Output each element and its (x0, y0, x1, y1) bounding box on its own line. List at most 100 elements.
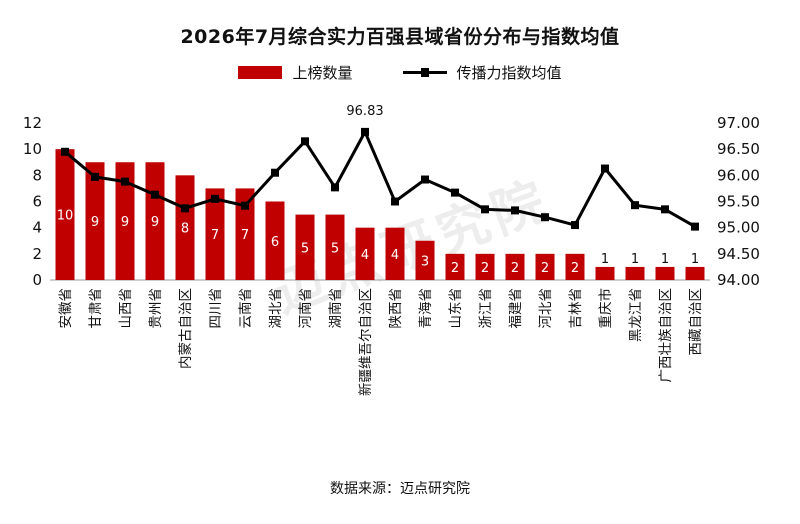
bar-value-label: 1 (661, 252, 669, 267)
x-tick-label: 西藏自治区 (688, 288, 704, 356)
chart-title: 2026年7月综合实力百强县域省份分布与指数均值 (180, 26, 620, 48)
bar-value-label: 5 (301, 241, 309, 256)
line-point (181, 204, 189, 213)
bar (205, 188, 225, 280)
bar-value-label: 2 (481, 261, 489, 276)
x-tick-label: 甘肃省 (88, 288, 104, 329)
x-tick-label: 云南省 (238, 288, 254, 329)
legend-line-swatch (402, 66, 447, 79)
bar (595, 266, 615, 280)
bar-value-label: 3 (421, 254, 429, 269)
y-right-tick-label: 95.50 (717, 193, 760, 211)
bar-value-label: 2 (541, 261, 549, 276)
line-point (91, 172, 99, 181)
bar (325, 214, 345, 280)
x-tick-label: 浙江省 (478, 288, 494, 329)
bar-value-label: 5 (331, 241, 339, 256)
y-right-tick-label: 96.50 (717, 140, 760, 158)
line-point (481, 205, 489, 214)
x-tick-label: 河南省 (298, 288, 314, 329)
x-tick-label: 山西省 (118, 288, 134, 329)
y-left-tick-label: 2 (32, 245, 42, 263)
line-point (451, 188, 459, 197)
bar-value-label: 1 (691, 252, 699, 267)
line-point (391, 197, 399, 206)
x-tick-label: 贵州省 (148, 288, 164, 329)
source-note: 数据来源：迈点研究院 (330, 481, 470, 497)
bar-value-label: 6 (271, 235, 279, 250)
y-left-tick-label: 6 (32, 193, 42, 211)
bar-value-label: 7 (211, 228, 219, 243)
x-tick-label: 吉林省 (568, 288, 584, 329)
y-right-tick-label: 94.00 (717, 271, 760, 289)
bar (265, 201, 285, 280)
y-left-tick-label: 12 (23, 114, 42, 132)
bar-value-label: 2 (451, 261, 459, 276)
x-tick-label: 内蒙古自治区 (178, 288, 194, 369)
bar-value-label: 4 (361, 248, 369, 263)
line-point (271, 168, 279, 177)
line-series (64, 130, 696, 228)
bar (235, 188, 255, 280)
bar (55, 149, 75, 280)
max-annotation: 96.83 (346, 104, 383, 119)
y-right-tick-label: 95.00 (717, 219, 760, 237)
bar (475, 253, 495, 280)
x-tick-label: 重庆市 (597, 288, 614, 329)
y-right-tick-label: 94.50 (717, 245, 760, 263)
line-point (541, 213, 549, 222)
bar (295, 214, 315, 280)
line-point (571, 221, 579, 230)
bar (385, 227, 405, 280)
line-point (511, 206, 519, 215)
bar-value-label: 2 (571, 261, 579, 276)
line-point (121, 177, 129, 186)
bar-value-label: 2 (511, 261, 519, 276)
bar-value-label: 9 (151, 215, 159, 230)
bar-value-label: 1 (631, 252, 639, 267)
x-tick-label: 湖北省 (268, 288, 284, 329)
legend-bar-swatch (238, 66, 283, 79)
x-tick-label: 青海省 (418, 288, 434, 329)
line-point (211, 194, 219, 203)
legend-bar-label: 上榜数量 (292, 64, 353, 82)
x-tick-label: 河北省 (538, 288, 554, 329)
bar (355, 227, 375, 280)
y-left-tick-label: 4 (32, 219, 42, 237)
y-left-tick-label: 8 (32, 166, 42, 184)
y-right-tick-label: 97.00 (717, 114, 760, 132)
line-point (241, 201, 249, 210)
bar (415, 240, 435, 280)
legend: 上榜数量 传播力指数均值 (0, 62, 800, 83)
bar (505, 253, 525, 280)
bar (625, 266, 645, 280)
bar-value-label: 1 (601, 252, 609, 267)
legend-item-bar: 上榜数量 (238, 62, 353, 83)
bar (445, 253, 465, 280)
bar (685, 266, 705, 280)
x-tick-label: 安徽省 (58, 288, 74, 329)
line-point (331, 183, 339, 192)
y-right-tick-label: 96.00 (717, 166, 760, 184)
bar (565, 253, 585, 280)
x-tick-label: 湖南省 (328, 288, 344, 329)
x-tick-label: 黑龙江省 (628, 288, 644, 342)
x-tick-label: 山东省 (448, 288, 464, 329)
legend-line-label: 传播力指数均值 (456, 64, 562, 82)
x-tick-label: 福建省 (508, 288, 524, 329)
line-point (421, 175, 429, 184)
x-tick-label: 广西壮族自治区 (658, 288, 674, 383)
bar-value-label: 9 (121, 215, 129, 230)
legend-item-line: 传播力指数均值 (402, 62, 562, 83)
bar-value-label: 8 (181, 222, 189, 237)
line-point (301, 137, 309, 146)
line-point (601, 164, 609, 173)
bar (175, 175, 195, 280)
x-tick-label: 陕西省 (388, 288, 404, 329)
line-point (661, 205, 669, 214)
bar (535, 253, 555, 280)
line-point (61, 147, 69, 156)
line-point (631, 201, 639, 210)
line-point (361, 127, 369, 136)
